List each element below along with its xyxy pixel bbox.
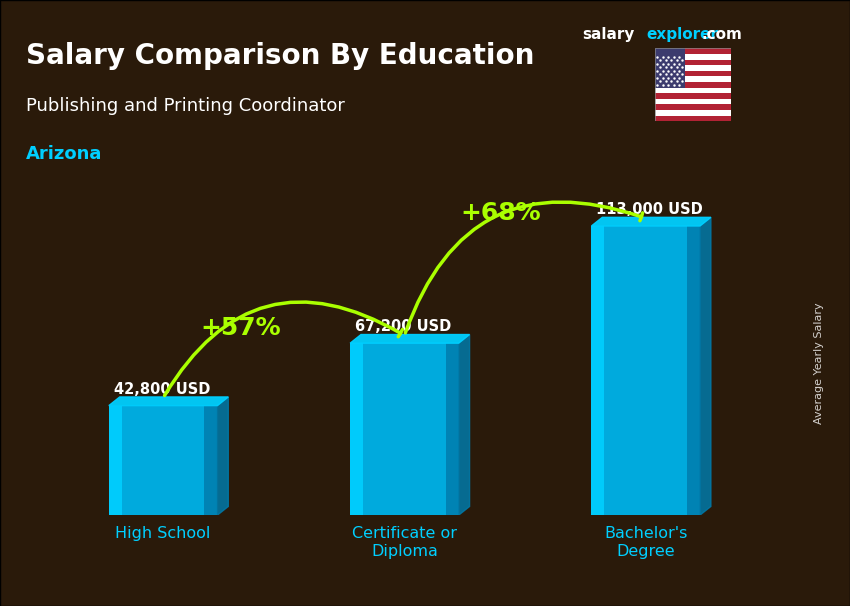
- Text: .com: .com: [701, 27, 742, 42]
- FancyBboxPatch shape: [109, 405, 122, 515]
- FancyBboxPatch shape: [592, 226, 700, 515]
- Text: 42,800 USD: 42,800 USD: [114, 382, 210, 397]
- Text: explorer: explorer: [646, 27, 718, 42]
- Text: salary: salary: [582, 27, 635, 42]
- Text: 67,200 USD: 67,200 USD: [355, 319, 451, 334]
- Polygon shape: [218, 397, 229, 515]
- Bar: [654, 54, 731, 59]
- Polygon shape: [592, 218, 711, 226]
- FancyBboxPatch shape: [109, 405, 218, 515]
- FancyBboxPatch shape: [350, 343, 459, 515]
- Text: Average Yearly Salary: Average Yearly Salary: [814, 303, 824, 424]
- FancyBboxPatch shape: [445, 343, 459, 515]
- Polygon shape: [700, 218, 711, 515]
- Bar: [654, 65, 731, 71]
- Bar: [654, 82, 731, 88]
- FancyBboxPatch shape: [204, 405, 218, 515]
- Bar: [654, 76, 731, 82]
- FancyBboxPatch shape: [687, 226, 700, 515]
- Bar: [654, 93, 731, 99]
- Text: +57%: +57%: [200, 316, 280, 341]
- Text: +68%: +68%: [461, 201, 541, 225]
- Text: Arizona: Arizona: [26, 145, 102, 164]
- Text: Publishing and Printing Coordinator: Publishing and Printing Coordinator: [26, 97, 344, 115]
- Polygon shape: [109, 397, 229, 405]
- Text: Salary Comparison By Education: Salary Comparison By Education: [26, 42, 534, 70]
- Bar: [654, 116, 731, 121]
- Bar: [654, 71, 731, 76]
- Bar: [654, 104, 731, 110]
- Bar: [654, 88, 731, 93]
- FancyBboxPatch shape: [350, 343, 363, 515]
- Bar: [654, 48, 731, 54]
- Bar: [654, 48, 685, 88]
- Bar: [654, 99, 731, 104]
- FancyBboxPatch shape: [592, 226, 604, 515]
- Polygon shape: [350, 335, 469, 343]
- Polygon shape: [459, 335, 469, 515]
- Bar: [654, 110, 731, 116]
- Text: 113,000 USD: 113,000 USD: [596, 202, 703, 217]
- Bar: [654, 59, 731, 65]
